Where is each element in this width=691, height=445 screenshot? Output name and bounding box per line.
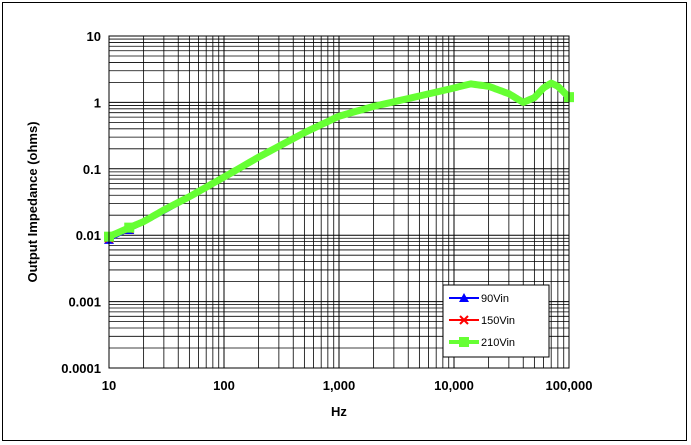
x-tick-labels: 10 100 1,000 10,000 100,000 — [102, 378, 593, 393]
x-tick-label: 1,000 — [323, 378, 356, 393]
y-tick-label: 10 — [87, 29, 101, 44]
series-group — [104, 79, 574, 244]
legend: 90Vin 150Vin 210Vin — [442, 284, 550, 358]
impedance-chart: 10 100 1,000 10,000 100,000 10 1 0.1 0.01 0.001 0… — [25, 29, 593, 419]
plot-border — [108, 35, 570, 369]
legend-label: 90Vin — [481, 293, 509, 305]
y-tick-label: 0.01 — [76, 228, 101, 243]
x-tick-label: 100,000 — [546, 378, 593, 393]
y-tick-labels: 10 1 0.1 0.01 0.001 0.0001 — [61, 29, 101, 376]
legend-marker — [459, 337, 469, 347]
y-tick-label: 0.1 — [83, 162, 101, 177]
x-tick-label: 100 — [213, 378, 235, 393]
series-line-210Vin — [105, 79, 573, 241]
x-axis-title: Hz — [331, 404, 347, 419]
legend-label: 210Vin — [481, 337, 515, 349]
legend-label: 150Vin — [481, 315, 515, 327]
legend-marker — [459, 293, 469, 302]
y-tick-label: 1 — [94, 95, 101, 110]
x-tick-label: 10 — [102, 378, 116, 393]
y-tick-label: 0.001 — [68, 295, 101, 310]
legend-marker — [459, 315, 469, 325]
chart-frame: 10 100 1,000 10,000 100,000 10 1 0.1 0.01 0.001 0… — [2, 2, 687, 441]
series-point-210Vin — [124, 222, 135, 233]
y-tick-label: 0.0001 — [61, 361, 101, 376]
x-tick-label: 10,000 — [434, 378, 474, 393]
y-axis-title: Output Impedance (ohms) — [25, 121, 40, 282]
